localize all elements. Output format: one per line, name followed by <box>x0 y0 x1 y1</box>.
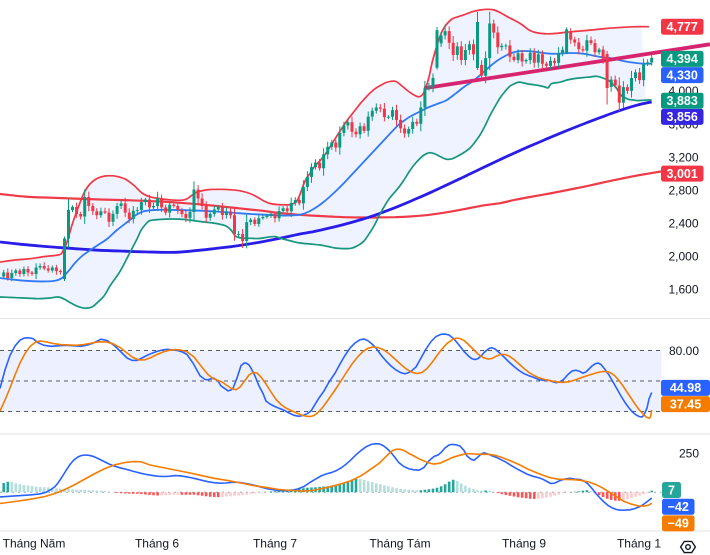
svg-text:3,200: 3,200 <box>668 150 698 164</box>
svg-text:Tháng Tám: Tháng Tám <box>369 537 430 551</box>
svg-text:2,400: 2,400 <box>668 217 698 231</box>
svg-text:1,600: 1,600 <box>668 283 698 297</box>
svg-text:4,394: 4,394 <box>667 52 698 66</box>
svg-text:−42: −42 <box>668 500 689 514</box>
svg-text:Tháng 1: Tháng 1 <box>617 537 661 551</box>
svg-text:Tháng 7: Tháng 7 <box>253 537 297 551</box>
svg-text:Tháng 9: Tháng 9 <box>502 537 546 551</box>
svg-text:80.00: 80.00 <box>669 344 699 358</box>
svg-text:2,000: 2,000 <box>668 250 698 264</box>
svg-text:4,777: 4,777 <box>667 20 698 34</box>
svg-text:3,883: 3,883 <box>667 94 698 108</box>
svg-text:44.98: 44.98 <box>670 381 701 395</box>
svg-text:Tháng Năm: Tháng Năm <box>3 537 66 551</box>
svg-text:250: 250 <box>679 447 699 461</box>
svg-text:3,001: 3,001 <box>667 167 698 181</box>
svg-text:−49: −49 <box>668 517 689 531</box>
svg-text:2,800: 2,800 <box>668 183 698 197</box>
svg-text:Tháng 6: Tháng 6 <box>135 537 179 551</box>
svg-text:4,330: 4,330 <box>667 68 698 82</box>
svg-text:3,856: 3,856 <box>667 110 698 124</box>
svg-text:7: 7 <box>668 483 675 497</box>
svg-text:37.45: 37.45 <box>670 397 701 411</box>
